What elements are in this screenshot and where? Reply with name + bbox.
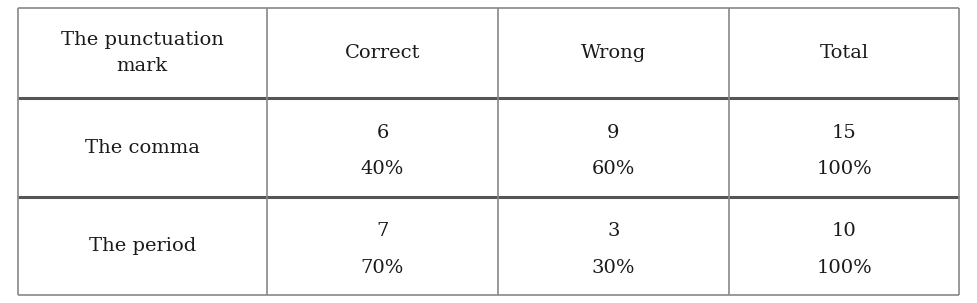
Text: 10: 10 bbox=[831, 222, 857, 240]
Text: Correct: Correct bbox=[345, 44, 420, 62]
Text: The punctuation
mark: The punctuation mark bbox=[61, 31, 224, 75]
Text: The period: The period bbox=[89, 237, 196, 255]
Text: 100%: 100% bbox=[816, 259, 871, 277]
Text: The comma: The comma bbox=[85, 138, 200, 157]
Text: 70%: 70% bbox=[361, 259, 404, 277]
Text: 6: 6 bbox=[376, 124, 389, 142]
Text: Total: Total bbox=[820, 44, 869, 62]
Text: 9: 9 bbox=[607, 124, 619, 142]
Text: 40%: 40% bbox=[361, 160, 404, 178]
Text: 15: 15 bbox=[831, 124, 857, 142]
Text: 30%: 30% bbox=[591, 259, 635, 277]
Text: Wrong: Wrong bbox=[580, 44, 646, 62]
Text: 100%: 100% bbox=[816, 160, 871, 178]
Text: 7: 7 bbox=[376, 222, 389, 240]
Text: 60%: 60% bbox=[592, 160, 635, 178]
Text: 3: 3 bbox=[607, 222, 619, 240]
